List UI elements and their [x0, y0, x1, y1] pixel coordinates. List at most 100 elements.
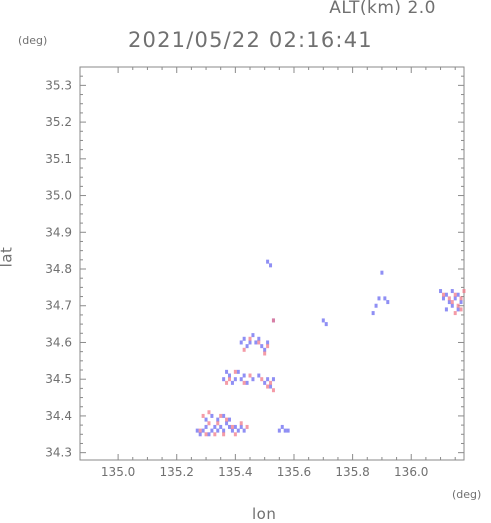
blue-point — [213, 424, 217, 429]
blue-point — [280, 424, 284, 429]
x-tick-label: 135.0 — [101, 465, 135, 479]
blue-point — [386, 300, 390, 305]
red-point — [230, 424, 234, 429]
blue-point — [242, 428, 246, 433]
x-axis-unit: (deg) — [452, 488, 482, 501]
red-point — [263, 351, 267, 356]
blue-point — [254, 340, 258, 345]
blue-point — [260, 344, 264, 349]
blue-point — [286, 428, 290, 433]
blue-point — [236, 369, 240, 374]
red-point — [450, 300, 454, 305]
x-tick-label: 135.8 — [335, 465, 369, 479]
blue-point — [204, 424, 208, 429]
red-point — [242, 347, 246, 352]
blue-point — [447, 300, 451, 305]
blue-point — [251, 333, 255, 338]
red-point — [201, 413, 205, 418]
y-tick-label: 35.0 — [45, 189, 72, 203]
blue-point — [444, 307, 448, 312]
red-point — [216, 421, 220, 426]
red-point — [459, 307, 463, 312]
blue-point — [227, 373, 231, 378]
y-tick-label: 34.7 — [45, 299, 72, 313]
blue-point — [444, 292, 448, 297]
blue-point — [242, 373, 246, 378]
blue-point — [233, 424, 237, 429]
x-axis: 135.0 135.2 135.4 135.6 135.8 136.0 — [101, 67, 456, 479]
red-point — [245, 424, 249, 429]
red-point — [213, 432, 217, 437]
red-point — [447, 296, 451, 301]
blue-point — [225, 369, 229, 374]
blue-point — [230, 428, 234, 433]
red-point — [266, 384, 270, 389]
blue-point — [204, 417, 208, 422]
red-point — [271, 388, 275, 393]
red-point — [207, 421, 211, 426]
y-tick-label: 35.1 — [45, 152, 72, 166]
red-point — [222, 432, 226, 437]
blue-point — [271, 377, 275, 382]
blue-point — [219, 424, 223, 429]
red-point — [456, 303, 460, 308]
altitude-label: ALT(km) 2.0 — [329, 0, 436, 18]
blue-point — [210, 413, 214, 418]
blue-point — [239, 424, 243, 429]
blue-point — [283, 428, 287, 433]
red-point — [257, 340, 261, 345]
blue-point — [230, 380, 234, 385]
x-tick-label: 135.2 — [160, 465, 194, 479]
data-points — [195, 259, 466, 437]
chart-title: 2021/05/22 02:16:41 — [128, 28, 373, 52]
y-tick-label: 34.6 — [45, 335, 72, 349]
blue-point — [201, 428, 205, 433]
blue-point — [216, 428, 220, 433]
blue-point — [233, 377, 237, 382]
red-point — [441, 292, 445, 297]
blue-point — [222, 428, 226, 433]
red-point — [225, 417, 229, 422]
y-tick-label: 34.8 — [45, 262, 72, 276]
blue-point — [453, 296, 457, 301]
blue-point — [257, 373, 261, 378]
blue-point — [236, 428, 240, 433]
blue-point — [380, 270, 384, 275]
y-tick-label: 34.5 — [45, 372, 72, 386]
blue-point — [251, 377, 255, 382]
red-point — [207, 410, 211, 415]
blue-point — [216, 417, 220, 422]
blue-point — [222, 377, 226, 382]
red-point — [233, 369, 237, 374]
blue-point — [239, 340, 243, 345]
blue-point — [245, 380, 249, 385]
blue-point — [222, 413, 226, 418]
red-point — [227, 377, 231, 382]
red-point — [266, 344, 270, 349]
x-tick-label: 136.0 — [394, 465, 428, 479]
blue-point — [248, 340, 252, 345]
blue-point — [239, 377, 243, 382]
blue-point — [321, 318, 325, 323]
blue-point — [459, 300, 463, 305]
blue-point — [266, 377, 270, 382]
blue-point — [227, 424, 231, 429]
y-axis-unit: (deg) — [18, 34, 48, 47]
x-axis-label: lon — [252, 505, 277, 523]
blue-point — [227, 417, 231, 422]
blue-point — [210, 428, 214, 433]
blue-point — [324, 322, 328, 327]
plot-frame — [79, 66, 465, 461]
blue-point — [277, 428, 281, 433]
blue-point — [456, 307, 460, 312]
red-point — [269, 380, 273, 385]
y-tick-label: 35.2 — [45, 115, 72, 129]
blue-point — [257, 336, 261, 341]
red-point — [248, 373, 252, 378]
red-point — [233, 432, 237, 437]
red-point — [459, 296, 463, 301]
blue-point — [225, 421, 229, 426]
blue-point — [377, 296, 381, 301]
red-point — [204, 432, 208, 437]
